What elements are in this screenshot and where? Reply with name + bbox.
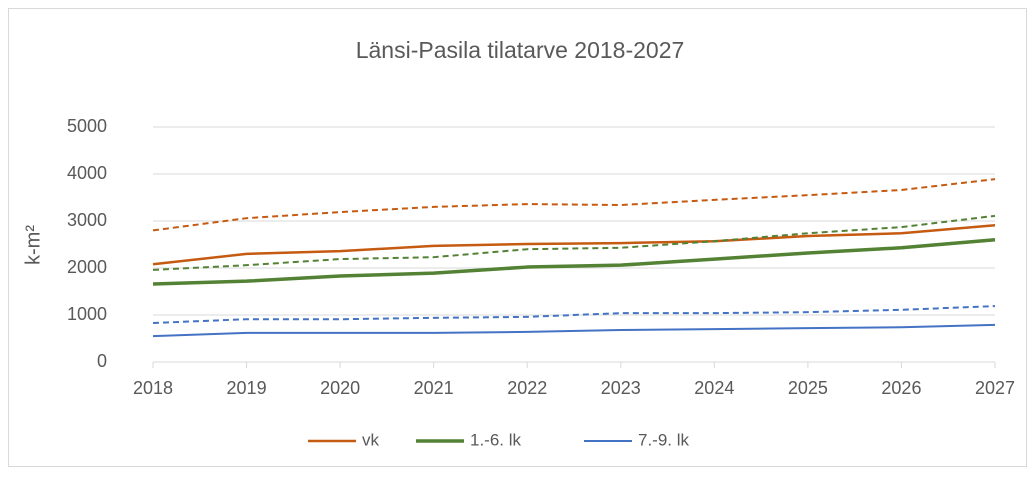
legend-label: vk — [362, 430, 380, 449]
y-tick-label: 5000 — [67, 116, 107, 136]
chart-border — [8, 8, 1027, 467]
y-tick-label: 2000 — [67, 257, 107, 277]
x-tick-label: 2024 — [694, 378, 734, 398]
legend-label: 1.-6. lk — [470, 430, 522, 449]
x-tick-label: 2021 — [414, 378, 454, 398]
line-series — [152, 305, 996, 324]
y-tick-label: 1000 — [67, 304, 107, 324]
y-axis-label: k-m² — [22, 225, 44, 265]
x-tick-label: 2020 — [320, 378, 360, 398]
x-tick-label: 2022 — [507, 378, 547, 398]
y-tick-label: 4000 — [67, 163, 107, 183]
x-tick-label: 2025 — [788, 378, 828, 398]
line-series — [152, 178, 996, 232]
line-series — [152, 323, 996, 338]
x-tick-label: 2018 — [133, 378, 173, 398]
legend-label: 7.-9. lk — [638, 430, 690, 449]
x-tick-label: 2026 — [881, 378, 921, 398]
y-tick-label: 3000 — [67, 210, 107, 230]
line-series — [152, 214, 996, 271]
line-series — [152, 238, 996, 286]
line-series — [152, 223, 996, 266]
x-tick-label: 2019 — [227, 378, 267, 398]
chart-title: Länsi-Pasila tilatarve 2018-2027 — [356, 37, 685, 63]
x-tick-label: 2027 — [975, 378, 1015, 398]
y-tick-label: 0 — [97, 351, 107, 371]
x-tick-label: 2023 — [601, 378, 641, 398]
